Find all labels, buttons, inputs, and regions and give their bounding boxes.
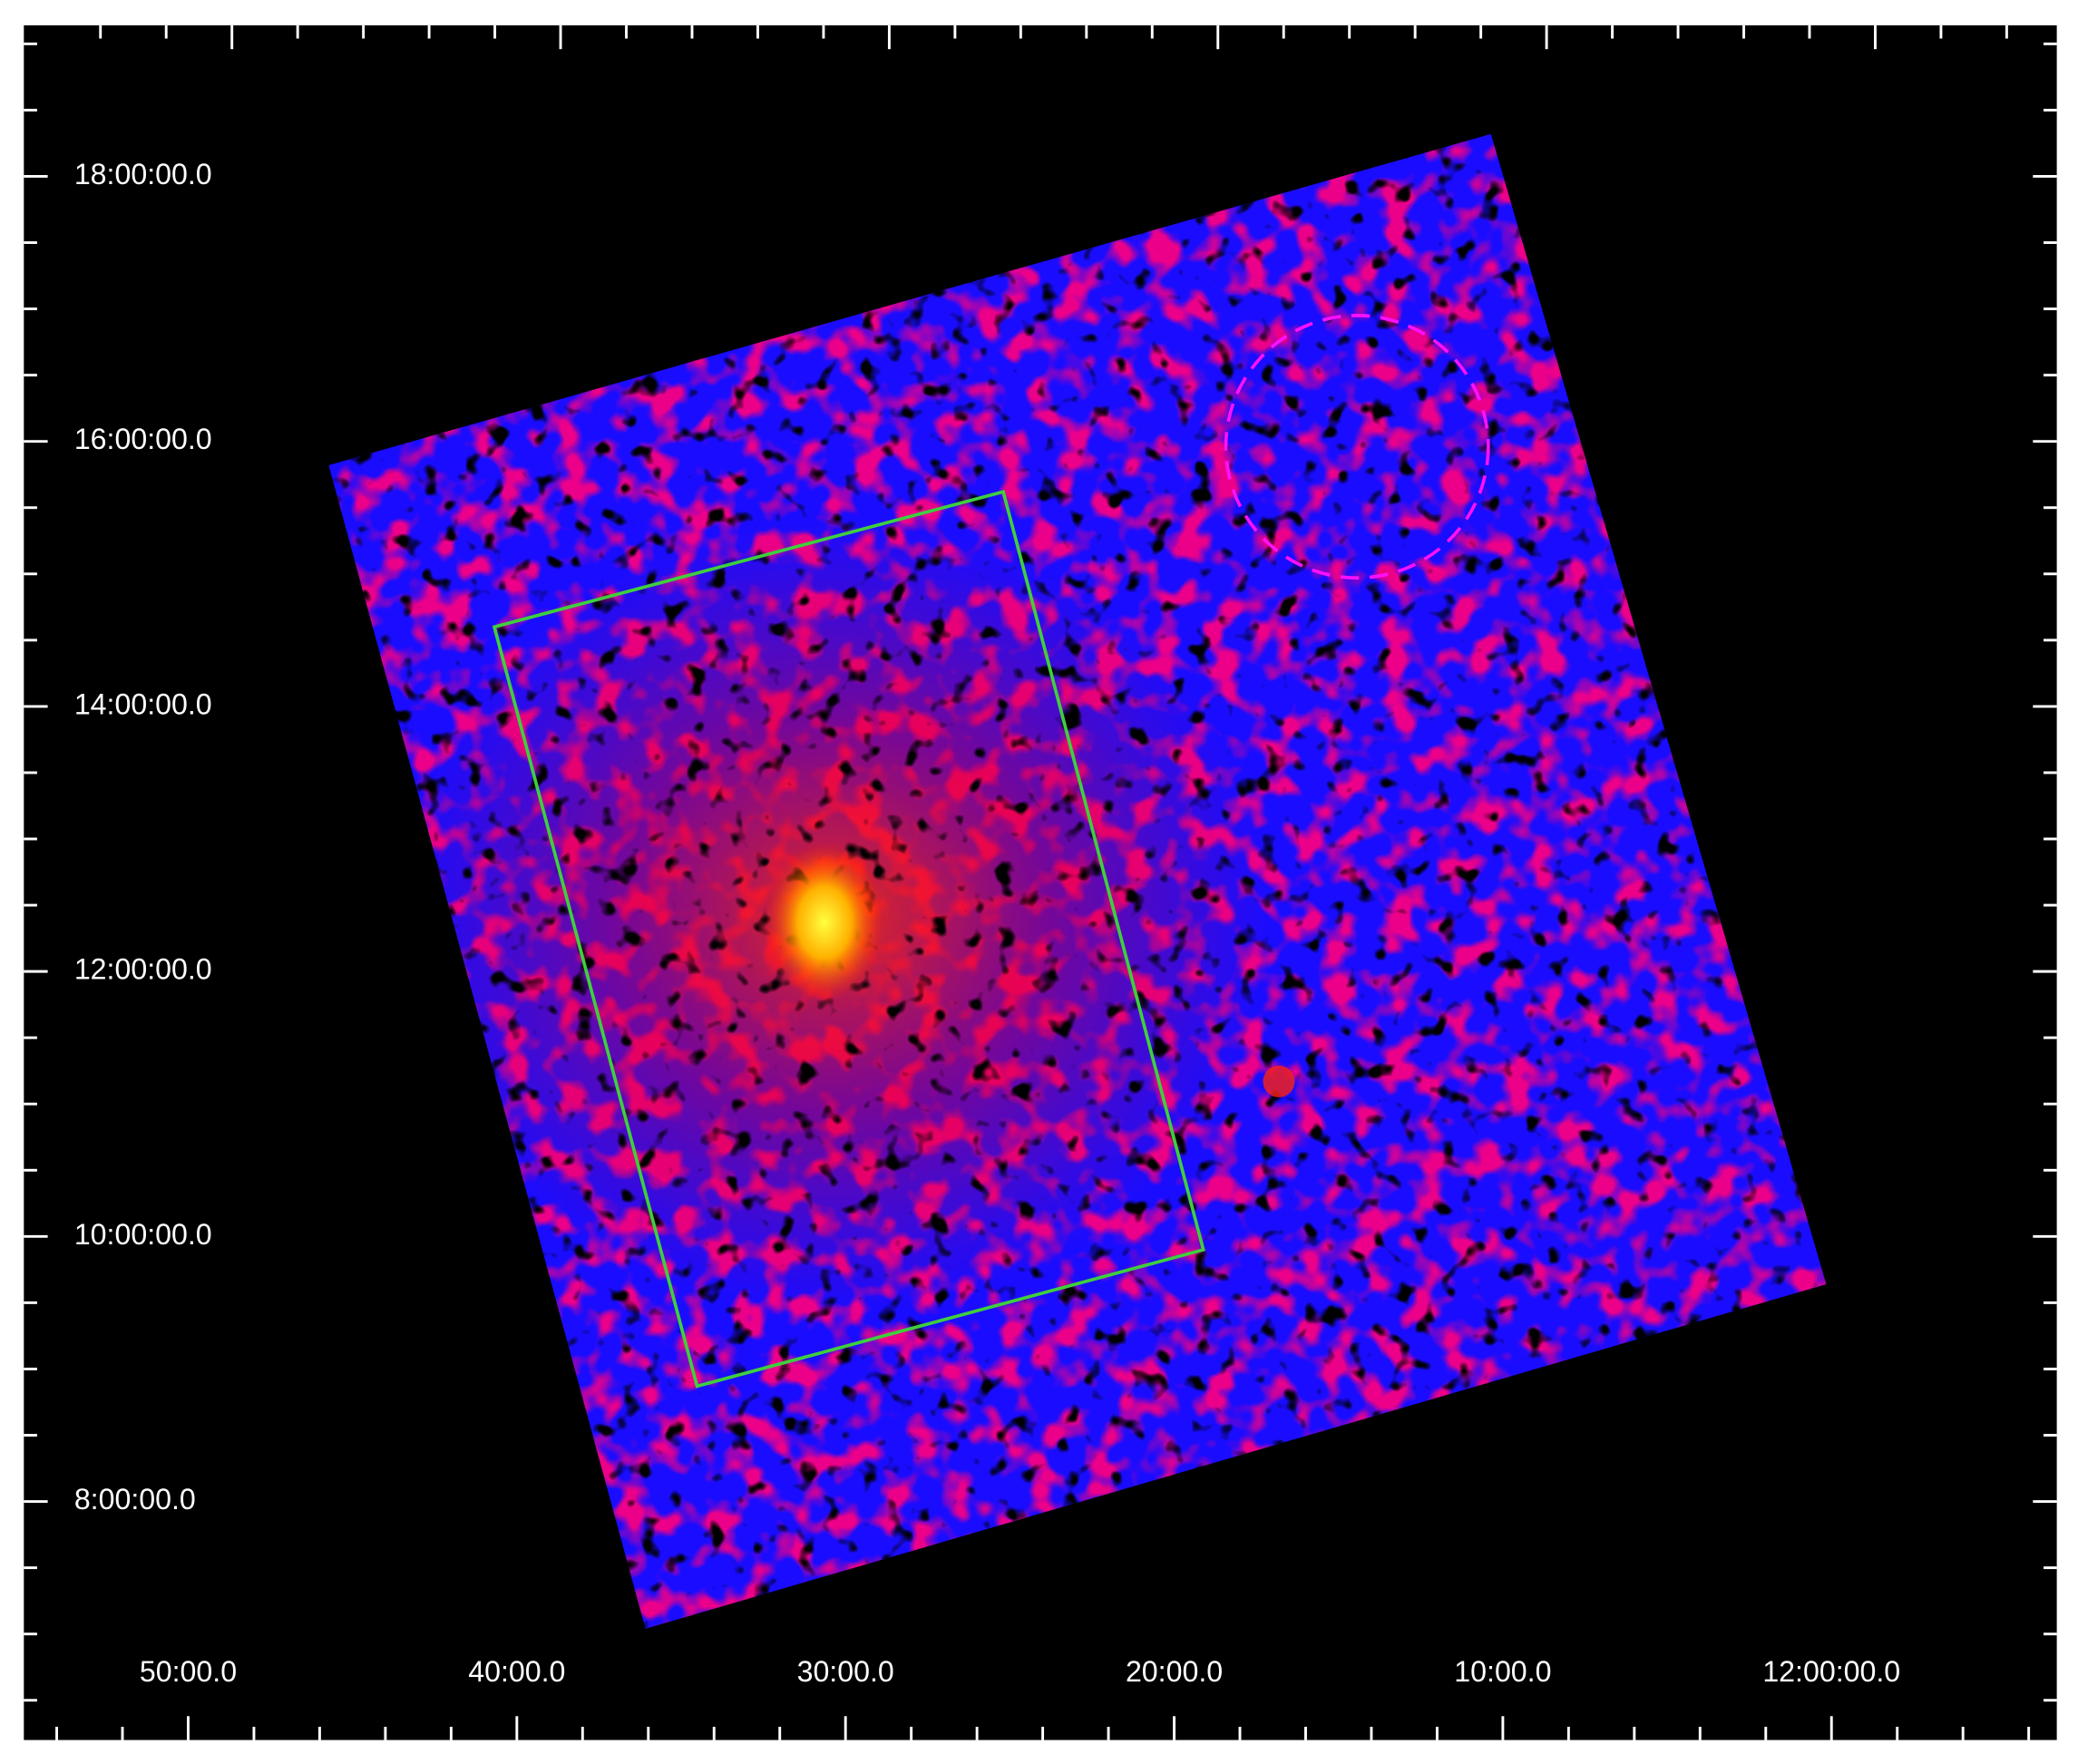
y-label: 16:00:00.0 — [74, 423, 212, 455]
x-label: 30:00.0 — [797, 1655, 894, 1688]
y-label: 8:00:00.0 — [74, 1483, 196, 1515]
y-label: 14:00:00.0 — [74, 687, 212, 720]
x-label: 50:00.0 — [140, 1655, 237, 1688]
axis-ticks — [24, 24, 2074, 1740]
x-label: 10:00.0 — [1454, 1655, 1551, 1688]
box-region — [492, 489, 1205, 1389]
y-label: 18:00:00.0 — [74, 158, 212, 190]
x-label: 20:00.0 — [1126, 1655, 1223, 1688]
y-label: 10:00:00.0 — [74, 1218, 212, 1251]
x-label: 40:00.0 — [468, 1655, 565, 1688]
x-label: 12:00:00.0 — [1762, 1655, 1900, 1688]
circle-region — [1224, 314, 1490, 580]
y-label: 12:00:00.0 — [74, 953, 212, 986]
